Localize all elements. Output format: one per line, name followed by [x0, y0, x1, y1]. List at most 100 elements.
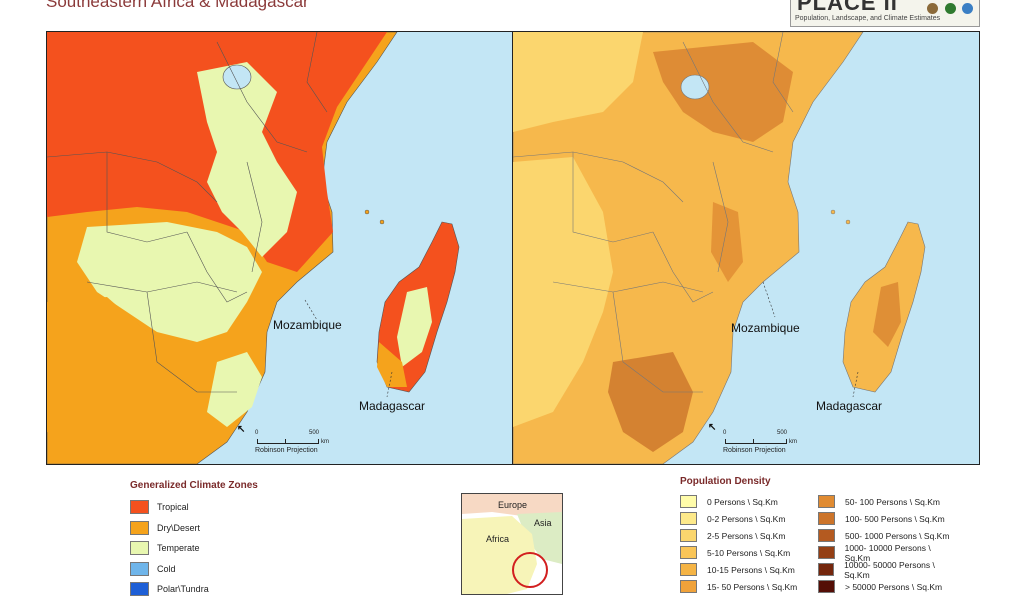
people-icon [927, 3, 939, 14]
logo-icons [925, 1, 973, 19]
label-mozambique: Mozambique [731, 321, 800, 335]
legend-swatch [680, 512, 697, 525]
density-legend-title: Population Density [680, 476, 771, 487]
legend-item: Cold [130, 559, 350, 580]
scale-max: 500 [309, 430, 320, 436]
climate-zone-map[interactable]: Mozambique Madagascar ↖ 0 500 km Robinso… [46, 31, 513, 465]
legend-label: 100- 500 Persons \ Sq.Km [845, 513, 945, 524]
inset-label-europe: Europe [498, 500, 528, 510]
logo-wordmark: PLACE II [797, 0, 898, 15]
legend-item: 50- 100 Persons \ Sq.Km [818, 493, 956, 510]
temperate-zone-south [207, 352, 262, 427]
comoros-island [379, 219, 385, 225]
legend-swatch [130, 582, 149, 597]
legend-swatch [818, 546, 835, 559]
scale-max: 500 [777, 430, 788, 436]
legend-item: Tropical [130, 497, 350, 518]
projection-label: Robinson Projection [255, 447, 318, 454]
high-density-east-africa [653, 42, 793, 142]
legend-swatch [680, 580, 697, 593]
legend-label: 500- 1000 Persons \ Sq.Km [845, 530, 950, 541]
legend-item: > 50000 Persons \ Sq.Km [818, 578, 956, 595]
tree-icon [944, 3, 956, 14]
temperate-zone-central [77, 222, 262, 342]
legend-label: 2-5 Persons \ Sq.Km [707, 530, 786, 541]
low-density-north [513, 32, 643, 132]
legend-swatch [130, 561, 149, 576]
scale-bar: 0 500 km Robinson Projection [723, 428, 813, 458]
scale-zero: 0 [723, 430, 727, 436]
globe-icon [962, 3, 973, 14]
label-madagascar: Madagascar [816, 399, 883, 413]
comoros-island [830, 209, 836, 215]
density-legend-column-2: 50- 100 Persons \ Sq.Km 100- 500 Persons … [818, 493, 956, 595]
north-arrow-icon: ↖ [237, 424, 246, 435]
medium-density-malawi [711, 202, 743, 282]
inset-highlight-circle [512, 552, 548, 588]
population-density-map[interactable]: Mozambique Madagascar ↖ 0 500 km Robinso… [512, 31, 980, 465]
climate-legend-title: Generalized Climate Zones [130, 480, 258, 491]
comoros-island [364, 209, 370, 215]
legend-item: 0-2 Persons \ Sq.Km [680, 510, 818, 527]
madagascar-dry [377, 342, 407, 387]
inset-africa [462, 516, 537, 594]
legend-item: 0 Persons \ Sq.Km [680, 493, 818, 510]
legend-label: Dry\Desert [157, 522, 201, 533]
legend-item: 500- 1000 Persons \ Sq.Km [818, 527, 956, 544]
legend-swatch [130, 541, 149, 556]
legend-label: > 50000 Persons \ Sq.Km [845, 581, 943, 592]
legend-label: 1000- 10000 Persons \ Sq.Km [844, 542, 931, 563]
madagascar-high-density [873, 282, 901, 347]
inset-label-asia: Asia [534, 518, 552, 528]
low-density-west [513, 157, 613, 427]
legend-label: 10000- 50000 Persons \ Sq.Km [844, 559, 935, 580]
lake-victoria [222, 64, 252, 90]
legend-swatch [130, 520, 149, 535]
scale-bar: 0 500 km Robinson Projection [255, 428, 345, 458]
legend-label: 5-10 Persons \ Sq.Km [707, 547, 791, 558]
climate-legend: Generalized Climate Zones Tropical Dry\De… [130, 480, 350, 600]
density-legend: Population Density 0 Persons \ Sq.Km 0-2 … [680, 476, 980, 595]
inset-asia [517, 512, 562, 564]
legend-label: 50- 100 Persons \ Sq.Km [845, 496, 940, 507]
legend-item: 1000- 10000 Persons \ Sq.Km [818, 542, 956, 563]
legend-swatch [818, 495, 835, 508]
legend-item: 15- 50 Persons \ Sq.Km [680, 578, 818, 595]
legend-item: Polar\Tundra [130, 579, 350, 600]
inset-europe [462, 494, 562, 516]
country-borders [47, 32, 328, 393]
label-mozambique: Mozambique [273, 318, 342, 332]
legend-item: 5-10 Persons \ Sq.Km [680, 544, 818, 561]
legend-swatch [130, 500, 149, 515]
legend-item: 10000- 50000 Persons \ Sq.Km [818, 559, 956, 580]
legend-label: Tropical [157, 502, 189, 513]
legend-swatch [818, 512, 835, 525]
locator-inset-map[interactable]: Europe Asia Africa [461, 493, 563, 595]
north-arrow-icon: ↖ [708, 422, 717, 433]
scale-zero: 0 [255, 430, 259, 436]
logo-subtitle: Population, Landscape, and Climate Estim… [795, 15, 941, 22]
legend-item: 100- 500 Persons \ Sq.Km [818, 510, 956, 527]
legend-swatch [818, 563, 835, 576]
inset-graphic [462, 494, 562, 594]
dry-zone-kalahari [47, 297, 167, 442]
legend-label: 0-2 Persons \ Sq.Km [707, 513, 786, 524]
legend-item: 2-5 Persons \ Sq.Km [680, 527, 818, 544]
density-legend-column-1: 0 Persons \ Sq.Km 0-2 Persons \ Sq.Km 2-5 … [680, 493, 818, 595]
legend-label: Temperate [157, 543, 200, 554]
temperate-zone-highlands [197, 62, 297, 257]
madagascar-temperate [397, 287, 432, 367]
density-map-graphic [513, 32, 979, 464]
projection-label: Robinson Projection [723, 447, 786, 454]
country-borders [513, 32, 794, 393]
page-title: Southeastern Africa & Madagascar [46, 0, 309, 11]
legend-label: 15- 50 Persons \ Sq.Km [707, 581, 798, 592]
legend-label: Polar\Tundra [157, 584, 209, 595]
leader-line [852, 371, 859, 398]
comoros-island [845, 219, 851, 225]
legend-label: Cold [157, 563, 176, 574]
legend-item: Dry\Desert [130, 518, 350, 539]
climate-map-graphic [47, 32, 512, 464]
legend-swatch [818, 580, 835, 593]
scale-unit: km [789, 439, 797, 445]
